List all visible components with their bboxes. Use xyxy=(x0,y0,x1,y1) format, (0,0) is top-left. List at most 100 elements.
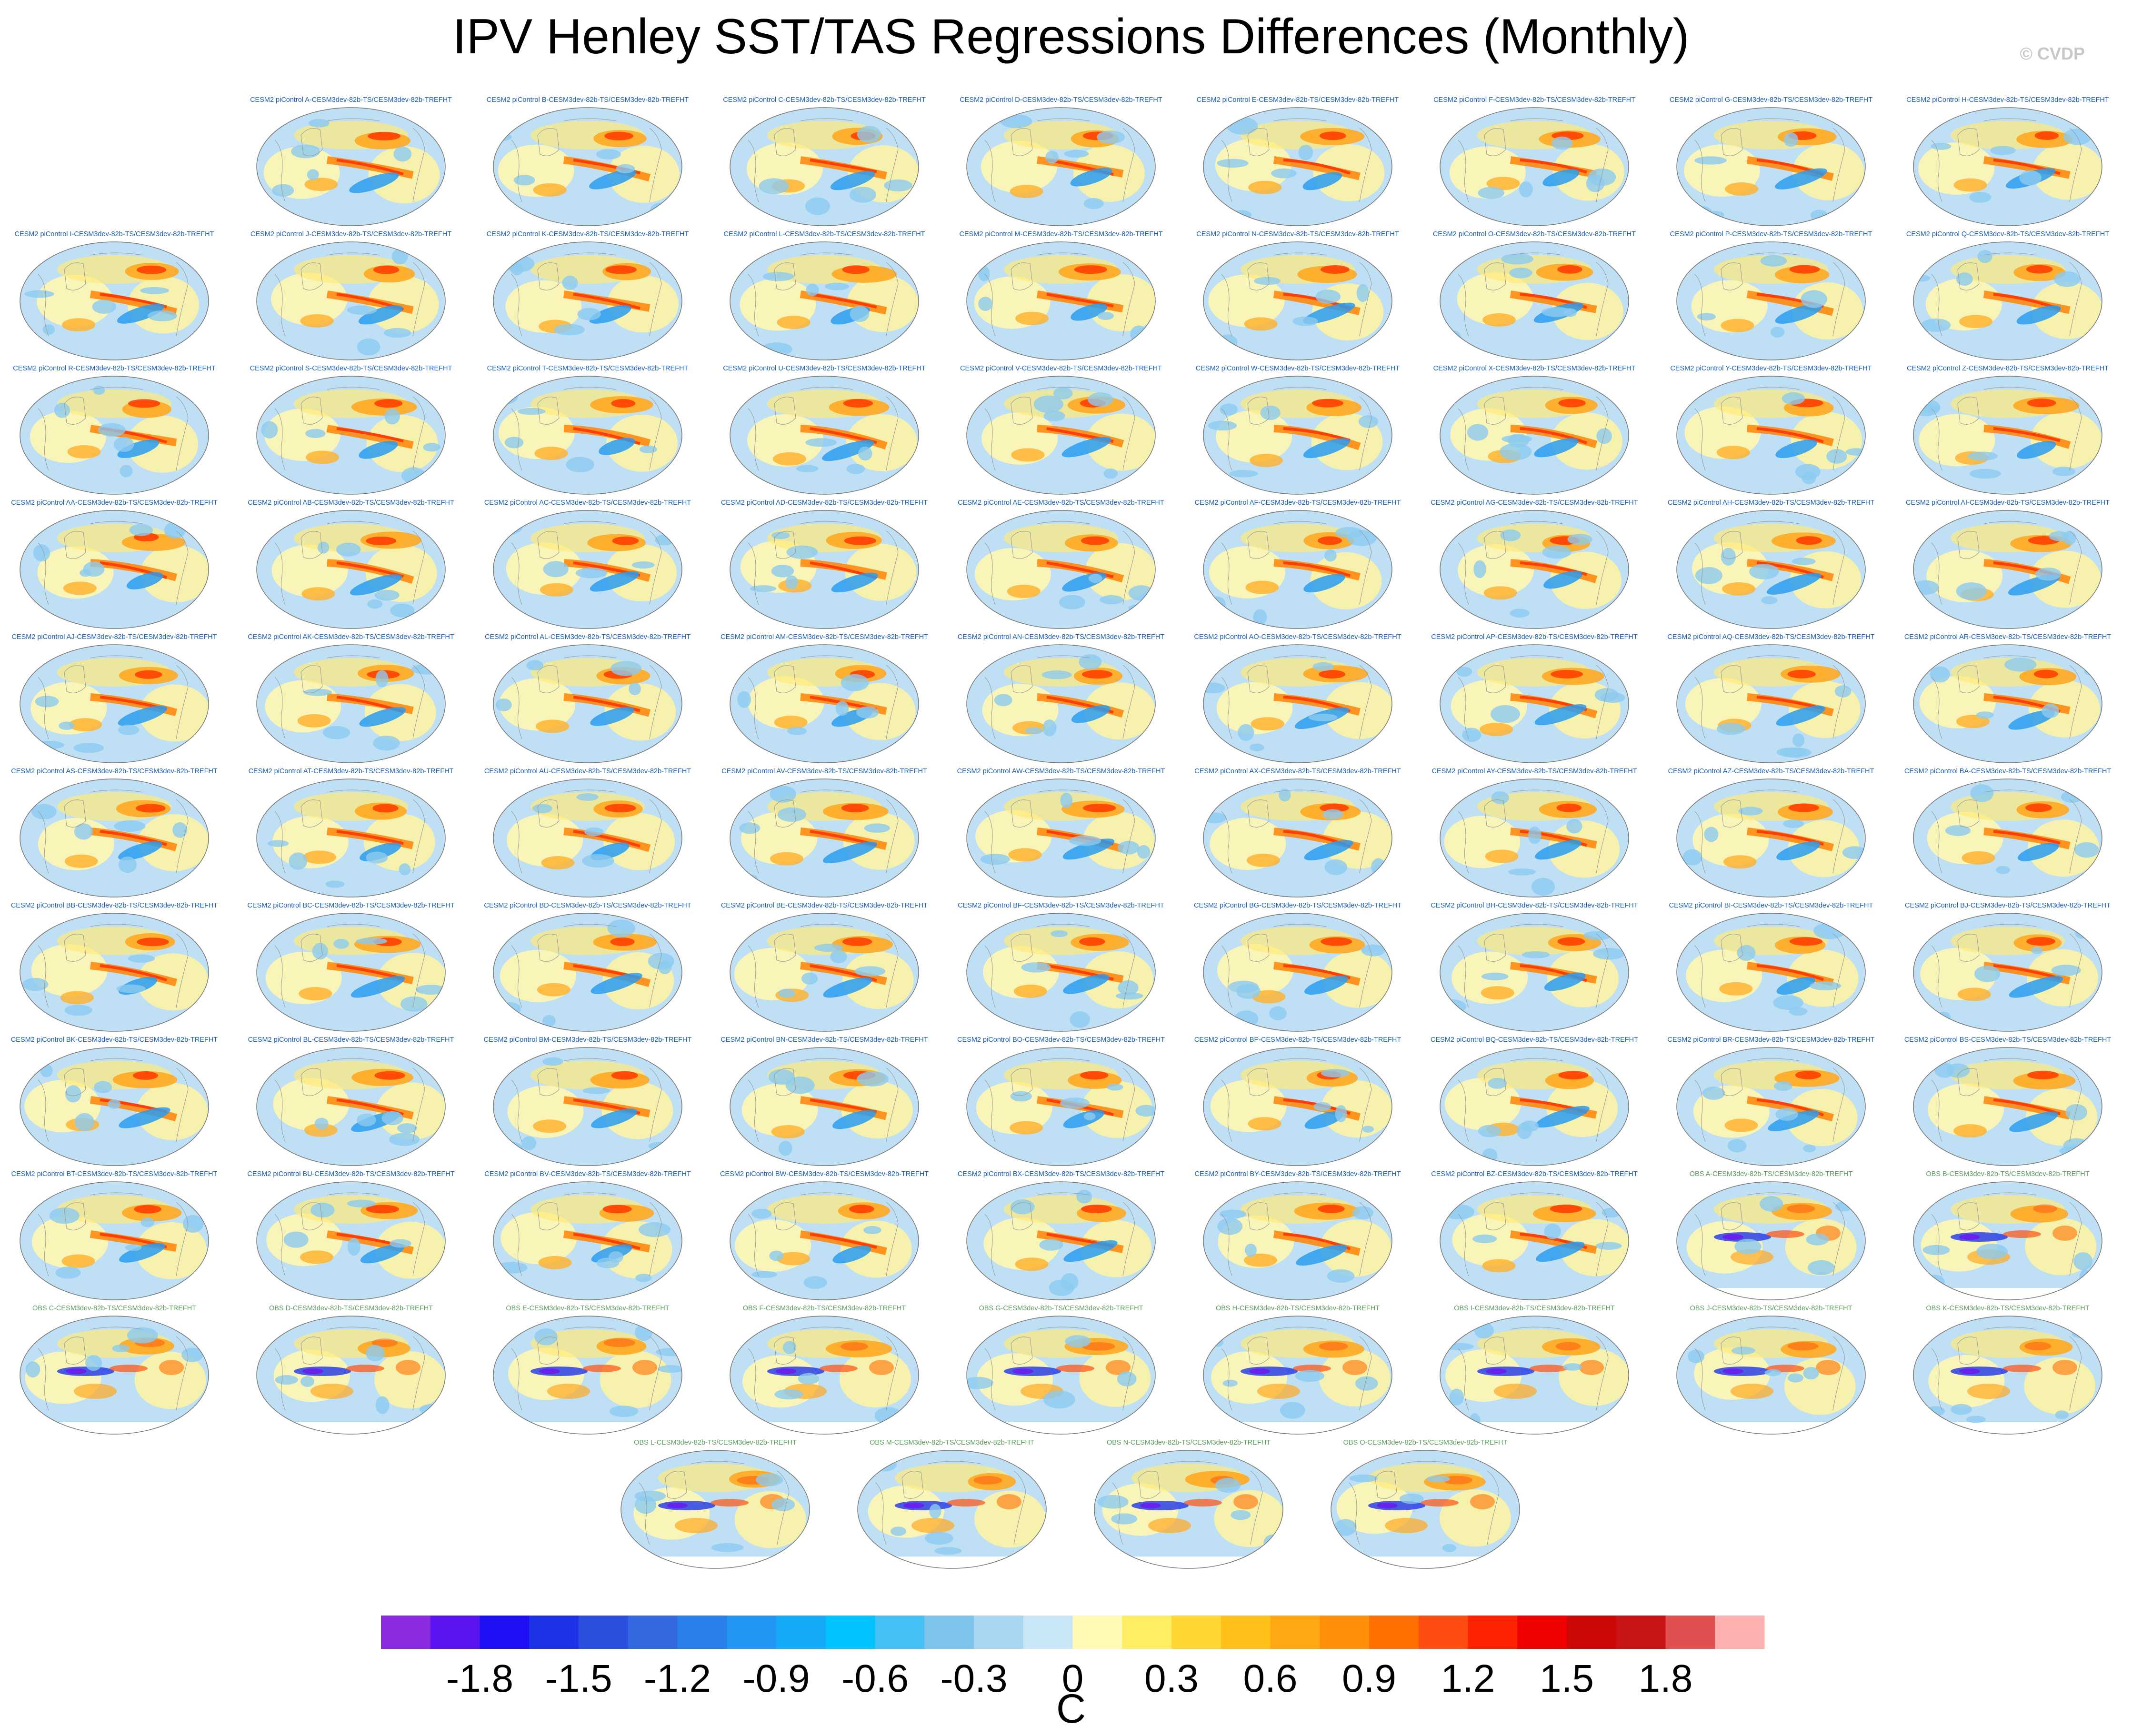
regression-map xyxy=(1203,241,1392,360)
map-panel: CESM2 piControl O-CESM3dev-82b-TS/CESM3d… xyxy=(1420,229,1649,364)
panel-label: CESM2 piControl BB-CESM3dev-82b-TS/CESM3… xyxy=(10,902,218,909)
panel-label: CESM2 piControl BZ-CESM3dev-82b-TS/CESM3… xyxy=(1431,1170,1638,1178)
map-panel: OBS F-CESM3dev-82b-TS/CESM3dev-82b-TREFH… xyxy=(710,1304,939,1438)
panel-label: OBS B-CESM3dev-82b-TS/CESM3dev-82b-TREFH… xyxy=(1926,1170,2090,1178)
map-panel: CESM2 piControl BR-CESM3dev-82b-TS/CESM3… xyxy=(1657,1035,1885,1169)
regression-map xyxy=(20,510,209,629)
colorbar-swatch xyxy=(1468,1616,1518,1649)
regression-map xyxy=(966,644,1156,763)
regression-map xyxy=(1203,107,1392,226)
panel-label: CESM2 piControl BV-CESM3dev-82b-TS/CESM3… xyxy=(484,1170,691,1178)
regression-map xyxy=(493,1181,682,1300)
regression-map xyxy=(730,241,919,360)
map-panel: CESM2 piControl AQ-CESM3dev-82b-TS/CESM3… xyxy=(1657,632,1885,767)
panel-label: OBS I-CESM3dev-82b-TS/CESM3dev-82b-TREFH… xyxy=(1454,1305,1615,1312)
panel-label: CESM2 piControl C-CESM3dev-82b-TS/CESM3d… xyxy=(723,96,926,104)
map-panel: CESM2 piControl F-CESM3dev-82b-TS/CESM3d… xyxy=(1420,95,1649,229)
panel-label: CESM2 piControl S-CESM3dev-82b-TS/CESM3d… xyxy=(250,365,452,372)
panel-label: CESM2 piControl E-CESM3dev-82b-TS/CESM3d… xyxy=(1196,96,1399,104)
regression-map xyxy=(1676,1316,1866,1435)
map-panel: CESM2 piControl AM-CESM3dev-82b-TS/CESM3… xyxy=(710,632,939,767)
map-panel: OBS K-CESM3dev-82b-TS/CESM3dev-82b-TREFH… xyxy=(1893,1304,2122,1438)
regression-map xyxy=(256,241,446,360)
map-panel: CESM2 piControl BA-CESM3dev-82b-TS/CESM3… xyxy=(1893,767,2122,901)
panel-label: CESM2 piControl BL-CESM3dev-82b-TS/CESM3… xyxy=(248,1036,454,1044)
panel-label: OBS G-CESM3dev-82b-TS/CESM3dev-82b-TREFH… xyxy=(979,1305,1143,1312)
regression-map xyxy=(1203,913,1392,1032)
map-panel: CESM2 piControl L-CESM3dev-82b-TS/CESM3d… xyxy=(710,229,939,364)
colorbar-swatch xyxy=(1616,1616,1666,1649)
regression-map xyxy=(1913,241,2102,360)
colorbar-tick-label: -0.9 xyxy=(742,1657,810,1700)
map-panel: CESM2 piControl V-CESM3dev-82b-TS/CESM3d… xyxy=(947,364,1175,498)
regression-map xyxy=(966,241,1156,360)
panel-label: CESM2 piControl AX-CESM3dev-82b-TS/CESM3… xyxy=(1194,768,1401,775)
regression-map xyxy=(730,1047,919,1166)
panel-label: CESM2 piControl BO-CESM3dev-82b-TS/CESM3… xyxy=(957,1036,1165,1044)
panel-label: OBS N-CESM3dev-82b-TS/CESM3dev-82b-TREFH… xyxy=(1106,1439,1271,1447)
regression-map xyxy=(730,778,919,898)
map-panel: CESM2 piControl BD-CESM3dev-82b-TS/CESM3… xyxy=(473,901,702,1035)
map-panel: CESM2 piControl BF-CESM3dev-82b-TS/CESM3… xyxy=(947,901,1175,1035)
colorbar-tick-label: 0.6 xyxy=(1243,1657,1298,1700)
regression-map xyxy=(20,1047,209,1166)
panel-label: CESM2 piControl BK-CESM3dev-82b-TS/CESM3… xyxy=(10,1036,218,1044)
colorbar-swatch xyxy=(628,1616,678,1649)
colorbar-swatch xyxy=(1567,1616,1617,1649)
regression-map xyxy=(1913,1316,2102,1435)
regression-map xyxy=(256,1316,446,1435)
colorbar-swatch xyxy=(924,1616,974,1649)
regression-map xyxy=(1676,241,1866,360)
panel-grid: CESM2 piControl A-CESM3dev-82b-TS/CESM3d… xyxy=(0,95,2122,1569)
map-panel: CESM2 piControl AH-CESM3dev-82b-TS/CESM3… xyxy=(1657,498,1885,632)
panel-label: CESM2 piControl AM-CESM3dev-82b-TS/CESM3… xyxy=(721,633,928,641)
map-panel: CESM2 piControl AS-CESM3dev-82b-TS/CESM3… xyxy=(0,767,229,901)
map-panel: CESM2 piControl P-CESM3dev-82b-TS/CESM3d… xyxy=(1657,229,1885,364)
map-panel: CESM2 piControl D-CESM3dev-82b-TS/CESM3d… xyxy=(947,95,1175,229)
regression-map xyxy=(256,778,446,898)
colorbar-tick-label: 0.3 xyxy=(1144,1657,1199,1700)
colorbar-swatch xyxy=(974,1616,1024,1649)
colorbar-swatch xyxy=(1270,1616,1320,1649)
map-panel: CESM2 piControl J-CESM3dev-82b-TS/CESM3d… xyxy=(237,229,465,364)
colorbar-swatch xyxy=(1665,1616,1715,1649)
regression-map xyxy=(730,107,919,226)
map-panel: CESM2 piControl AN-CESM3dev-82b-TS/CESM3… xyxy=(947,632,1175,767)
map-panel: CESM2 piControl AF-CESM3dev-82b-TS/CESM3… xyxy=(1183,498,1412,632)
map-panel: CESM2 piControl T-CESM3dev-82b-TS/CESM3d… xyxy=(473,364,702,498)
colorbar-swatch xyxy=(1320,1616,1370,1649)
map-panel: CESM2 piControl BE-CESM3dev-82b-TS/CESM3… xyxy=(710,901,939,1035)
colorbar-tick-label: 1.5 xyxy=(1540,1657,1594,1700)
panel-label: CESM2 piControl AW-CESM3dev-82b-TS/CESM3… xyxy=(957,768,1165,775)
map-panel: CESM2 piControl BJ-CESM3dev-82b-TS/CESM3… xyxy=(1893,901,2122,1035)
regression-map xyxy=(20,376,209,495)
regression-map xyxy=(966,1316,1156,1435)
panel-label: CESM2 piControl Z-CESM3dev-82b-TS/CESM3d… xyxy=(1907,365,2109,372)
colorbar-tick-label: -0.6 xyxy=(841,1657,909,1700)
panel-label: CESM2 piControl I-CESM3dev-82b-TS/CESM3d… xyxy=(14,230,214,238)
panel-label: CESM2 piControl AV-CESM3dev-82b-TS/CESM3… xyxy=(721,768,927,775)
map-panel: CESM2 piControl AT-CESM3dev-82b-TS/CESM3… xyxy=(237,767,465,901)
panel-label: CESM2 piControl BX-CESM3dev-82b-TS/CESM3… xyxy=(957,1170,1165,1178)
map-panel: CESM2 piControl BM-CESM3dev-82b-TS/CESM3… xyxy=(473,1035,702,1169)
regression-map xyxy=(1203,778,1392,898)
regression-map xyxy=(20,644,209,763)
map-panel: CESM2 piControl AZ-CESM3dev-82b-TS/CESM3… xyxy=(1657,767,1885,901)
regression-map xyxy=(20,913,209,1032)
regression-map xyxy=(1440,644,1629,763)
map-panel: CESM2 piControl A-CESM3dev-82b-TS/CESM3d… xyxy=(237,95,465,229)
colorbar-swatch xyxy=(430,1616,480,1649)
panel-label: CESM2 piControl BI-CESM3dev-82b-TS/CESM3… xyxy=(1669,902,1873,909)
map-panel: CESM2 piControl R-CESM3dev-82b-TS/CESM3d… xyxy=(0,364,229,498)
panel-label: CESM2 piControl BN-CESM3dev-82b-TS/CESM3… xyxy=(721,1036,928,1044)
colorbar-swatch xyxy=(381,1616,431,1649)
panel-label: OBS O-CESM3dev-82b-TS/CESM3dev-82b-TREFH… xyxy=(1343,1439,1508,1447)
regression-map xyxy=(1440,107,1629,226)
panel-label: OBS K-CESM3dev-82b-TS/CESM3dev-82b-TREFH… xyxy=(1926,1305,2090,1312)
panel-label: CESM2 piControl BS-CESM3dev-82b-TS/CESM3… xyxy=(1904,1036,2112,1044)
regression-map xyxy=(1440,510,1629,629)
regression-map xyxy=(493,1047,682,1166)
panel-label: CESM2 piControl AE-CESM3dev-82b-TS/CESM3… xyxy=(958,499,1164,507)
regression-map xyxy=(1913,644,2102,763)
panel-label: OBS J-CESM3dev-82b-TS/CESM3dev-82b-TREFH… xyxy=(1690,1305,1852,1312)
